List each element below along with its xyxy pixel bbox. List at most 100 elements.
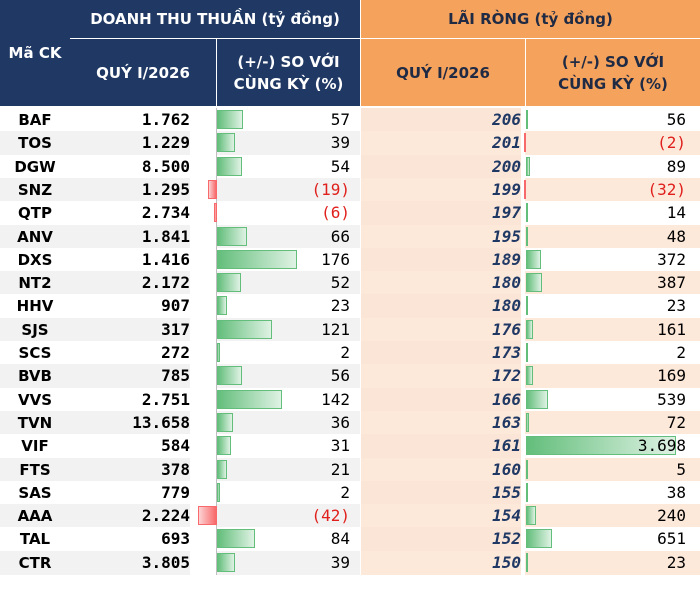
profit-change-bar bbox=[524, 179, 526, 199]
revenue-change-value: 2 bbox=[340, 482, 350, 502]
revenue-change-value: 56 bbox=[330, 366, 350, 386]
profit-change-bar bbox=[524, 133, 526, 153]
revenue-change-value: 54 bbox=[330, 156, 350, 176]
revenue-value: 779 bbox=[70, 480, 190, 505]
revenue-change-cell: (42) bbox=[197, 504, 360, 529]
revenue-change-value: (42) bbox=[311, 506, 350, 526]
header-revenue-change: (+/-) SO VỚI CÙNG KỲ (%) bbox=[233, 52, 344, 93]
revenue-change-bar bbox=[217, 156, 242, 176]
table-row: BVB 785 56 172 169 bbox=[0, 364, 700, 389]
stock-code: DGW bbox=[0, 154, 70, 179]
bar-axis bbox=[216, 387, 217, 412]
profit-change-value: 48 bbox=[666, 226, 686, 246]
profit-change-bar bbox=[526, 343, 528, 362]
revenue-value: 2.172 bbox=[70, 271, 190, 296]
revenue-value: 2.734 bbox=[70, 201, 190, 226]
profit-change-cell: 23 bbox=[525, 294, 700, 319]
profit-value: 173 bbox=[361, 341, 521, 365]
revenue-value: 13.658 bbox=[70, 410, 190, 435]
revenue-change-value: (19) bbox=[311, 179, 350, 199]
profit-value: 166 bbox=[361, 387, 521, 412]
revenue-change-value: 21 bbox=[330, 459, 350, 479]
table-row: TVN 13.658 36 163 72 bbox=[0, 410, 700, 435]
revenue-value: 8.500 bbox=[70, 154, 190, 179]
revenue-change-bar bbox=[217, 273, 241, 293]
profit-change-cell: (32) bbox=[524, 177, 700, 202]
profit-change-value: (2) bbox=[657, 133, 686, 153]
revenue-change-cell: (6) bbox=[214, 201, 360, 226]
stock-code: BVB bbox=[0, 364, 70, 389]
revenue-change-bar bbox=[217, 249, 297, 269]
revenue-change-cell: 176 bbox=[216, 247, 360, 272]
profit-change-cell: 161 bbox=[525, 317, 700, 342]
profit-change-value: 23 bbox=[666, 552, 686, 572]
profit-change-value: 651 bbox=[657, 529, 686, 549]
revenue-change-value: 121 bbox=[321, 319, 350, 339]
header-profit-quarter: QUÝ I/2026 bbox=[396, 63, 490, 82]
profit-change-cell: 38 bbox=[525, 480, 700, 505]
profit-value: 199 bbox=[361, 177, 521, 202]
profit-change-bar bbox=[526, 529, 553, 549]
table-row: DXS 1.416 176 189 372 bbox=[0, 247, 700, 272]
table-header: Mã CK DOANH THU THUẦN (tỷ đồng) QUÝ I/20… bbox=[0, 0, 700, 106]
stock-code: VIF bbox=[0, 434, 70, 459]
revenue-change-bar bbox=[217, 319, 272, 339]
header-profit-title: LÃI RÒNG (tỷ đồng) bbox=[361, 0, 700, 39]
profit-change-bar bbox=[526, 273, 542, 293]
table-row: FTS 378 21 160 5 bbox=[0, 457, 700, 482]
profit-change-bar bbox=[526, 156, 530, 176]
revenue-change-bar bbox=[217, 110, 243, 129]
revenue-change-bar bbox=[217, 389, 282, 409]
stock-code: BAF bbox=[0, 108, 70, 132]
bar-axis bbox=[216, 294, 217, 319]
revenue-change-cell: 36 bbox=[216, 410, 360, 435]
profit-value: 200 bbox=[361, 154, 521, 179]
profit-change-cell: 56 bbox=[525, 108, 700, 132]
profit-change-bar bbox=[526, 389, 548, 409]
stock-code: VVS bbox=[0, 387, 70, 412]
revenue-change-value: 142 bbox=[321, 389, 350, 409]
revenue-change-bar bbox=[217, 552, 235, 572]
stock-code: FTS bbox=[0, 457, 70, 482]
header-profit-group: LÃI RÒNG (tỷ đồng) QUÝ I/2026 (+/-) SO V… bbox=[361, 0, 700, 106]
stock-code: SNZ bbox=[0, 177, 70, 202]
table-row: SCS 272 2 173 2 bbox=[0, 341, 700, 365]
profit-value: 176 bbox=[361, 317, 521, 342]
profit-change-bar bbox=[526, 296, 528, 316]
header-revenue-group: DOANH THU THUẦN (tỷ đồng) QUÝ I/2026 (+/… bbox=[70, 0, 360, 106]
profit-change-bar bbox=[526, 506, 536, 526]
table-row: CTR 3.805 39 150 23 bbox=[0, 550, 700, 575]
revenue-change-value: 39 bbox=[330, 133, 350, 153]
table-row: SJS 317 121 176 161 bbox=[0, 317, 700, 342]
profit-value: 154 bbox=[361, 504, 521, 529]
revenue-change-bar bbox=[208, 179, 217, 199]
profit-change-value: 169 bbox=[657, 366, 686, 386]
profit-change-bar bbox=[526, 552, 528, 572]
profit-value: 160 bbox=[361, 457, 521, 482]
stock-code: TAL bbox=[0, 527, 70, 552]
revenue-change-cell: 121 bbox=[216, 317, 360, 342]
stock-code: ANV bbox=[0, 224, 70, 249]
bar-axis bbox=[216, 410, 217, 435]
bar-axis bbox=[216, 457, 217, 482]
header-revenue-title: DOANH THU THUẦN (tỷ đồng) bbox=[70, 0, 360, 39]
revenue-change-cell: 56 bbox=[216, 364, 360, 389]
revenue-change-cell: 142 bbox=[216, 387, 360, 412]
stock-code: SJS bbox=[0, 317, 70, 342]
profit-change-value: 38 bbox=[666, 482, 686, 502]
profit-change-bar bbox=[526, 459, 528, 479]
profit-change-cell: 169 bbox=[525, 364, 700, 389]
revenue-value: 1.295 bbox=[70, 177, 190, 202]
revenue-value: 584 bbox=[70, 434, 190, 459]
revenue-change-value: 39 bbox=[330, 552, 350, 572]
bar-axis bbox=[216, 434, 217, 459]
table-row: ANV 1.841 66 195 48 bbox=[0, 224, 700, 249]
stock-code: SCS bbox=[0, 341, 70, 365]
revenue-value: 785 bbox=[70, 364, 190, 389]
profit-change-cell: 3.698 bbox=[525, 434, 700, 459]
bar-axis bbox=[216, 364, 217, 389]
profit-change-value: 5 bbox=[676, 459, 686, 479]
revenue-change-value: (6) bbox=[321, 203, 350, 223]
profit-change-value: 72 bbox=[666, 412, 686, 432]
revenue-change-bar bbox=[217, 226, 247, 246]
